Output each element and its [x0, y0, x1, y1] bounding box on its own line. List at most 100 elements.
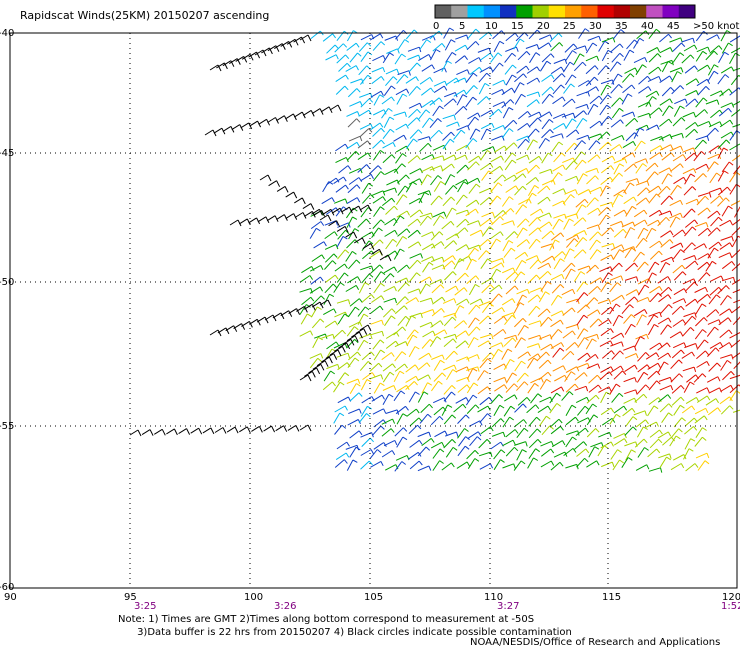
- wind-barb-flag: [524, 381, 529, 386]
- wind-barb: [360, 51, 369, 62]
- wind-barb: [589, 186, 601, 193]
- wind-barb-flag: [416, 229, 421, 235]
- wind-barb: [637, 101, 650, 108]
- wind-barb: [698, 272, 707, 282]
- wind-barb: [323, 308, 335, 316]
- wind-barb: [600, 79, 613, 85]
- wind-barb-flag: [465, 436, 470, 441]
- wind-barb: [671, 71, 678, 83]
- wind-barb-flag: [502, 258, 505, 264]
- wind-barb-flag: [451, 316, 457, 321]
- wind-barb: [611, 97, 621, 107]
- wind-barb: [372, 425, 382, 436]
- wind-barb: [526, 139, 534, 151]
- wind-barb-flag: [658, 250, 663, 256]
- wind-barb: [421, 166, 433, 173]
- colorbar-label: 10: [485, 21, 498, 32]
- wind-barb: [671, 85, 681, 95]
- wind-barb-flag: [616, 61, 622, 66]
- wind-barb: [705, 261, 713, 272]
- wind-barb: [407, 155, 418, 164]
- wind-barb: [657, 185, 668, 196]
- wind-barb: [722, 371, 732, 381]
- colorbar-swatch: [435, 5, 452, 18]
- wind-barb-flag: [714, 326, 719, 331]
- wind-barb: [528, 334, 540, 340]
- wind-barb-flag: [610, 227, 615, 232]
- wind-barb: [611, 73, 619, 85]
- wind-barb: [359, 123, 372, 130]
- wind-barb: [432, 448, 441, 459]
- wind-barb-flag: [391, 154, 396, 159]
- wind-barb-flag: [451, 163, 455, 169]
- wind-barb: [480, 109, 492, 117]
- wind-barb-flag: [643, 371, 649, 376]
- wind-barb-flag: [346, 441, 350, 447]
- wind-barb-flag: [525, 218, 530, 223]
- wind-barb: [313, 241, 325, 249]
- wind-barb-flag: [492, 212, 495, 218]
- wind-barb-flag: [670, 144, 674, 150]
- wind-barb: [477, 96, 487, 105]
- wind-barb-flag: [321, 254, 325, 260]
- wind-barb-flag: [345, 74, 349, 80]
- wind-barb-flag: [597, 384, 602, 390]
- contaminated-barb: [322, 208, 332, 215]
- wind-barb: [515, 204, 524, 215]
- contaminated-barb: [217, 327, 227, 334]
- wind-barb-flag: [647, 297, 651, 303]
- wind-barb: [600, 391, 607, 404]
- wind-barb: [670, 463, 682, 471]
- contaminated-barb-flag: [324, 360, 329, 367]
- wind-barb: [718, 252, 731, 259]
- lon-label-90: 90: [4, 592, 17, 603]
- wind-barb-flag: [668, 105, 674, 110]
- wind-barb: [588, 384, 599, 393]
- wind-barb-flag: [706, 135, 710, 141]
- wind-barb-flag: [569, 61, 575, 66]
- wind-barb: [554, 374, 566, 382]
- wind-barb-flag: [503, 384, 508, 390]
- wind-barb-flag: [605, 214, 611, 219]
- wind-barb-flag: [560, 284, 565, 289]
- wind-barb-flag: [328, 181, 334, 185]
- wind-barb-flag: [358, 408, 362, 414]
- wind-barb-flag: [548, 221, 553, 227]
- wind-barb-flag: [737, 235, 740, 238]
- wind-barb-flag: [356, 259, 361, 264]
- wind-barb: [730, 339, 740, 348]
- wind-barb-flag: [380, 219, 385, 224]
- wind-barb: [359, 333, 371, 339]
- contaminated-barb-flag: [337, 104, 342, 112]
- wind-barb-flag: [477, 112, 481, 118]
- wind-barb: [514, 403, 524, 413]
- wind-barb-flag: [572, 289, 576, 295]
- wind-barb: [550, 461, 561, 471]
- wind-barb-flag: [524, 252, 529, 257]
- wind-barb-flag: [511, 152, 517, 157]
- wind-barb: [477, 370, 485, 381]
- wind-barb: [610, 172, 620, 183]
- wind-barb: [397, 282, 407, 292]
- wind-barb-flag: [574, 342, 579, 347]
- wind-barb-flag: [691, 315, 697, 320]
- wind-barb-flag: [718, 154, 722, 160]
- wind-barb: [467, 28, 477, 39]
- wind-barb-flag: [667, 60, 673, 65]
- contaminated-barb-flag: [225, 327, 230, 335]
- wind-barb: [421, 309, 434, 315]
- wind-barb: [395, 29, 404, 40]
- wind-barb-flag: [364, 282, 370, 286]
- wind-barb: [576, 314, 585, 326]
- contaminated-barb-flag: [293, 213, 298, 220]
- wind-barb: [731, 262, 740, 272]
- wind-barb-flag: [406, 210, 410, 216]
- wind-barb: [527, 164, 537, 174]
- wind-barb: [577, 80, 589, 87]
- wind-barb: [346, 197, 358, 205]
- wind-barb-flag: [418, 440, 423, 445]
- contaminated-barb: [312, 363, 322, 370]
- wind-barb-flag: [632, 426, 637, 431]
- wind-barb: [633, 38, 641, 49]
- wind-barb-flag: [475, 41, 480, 46]
